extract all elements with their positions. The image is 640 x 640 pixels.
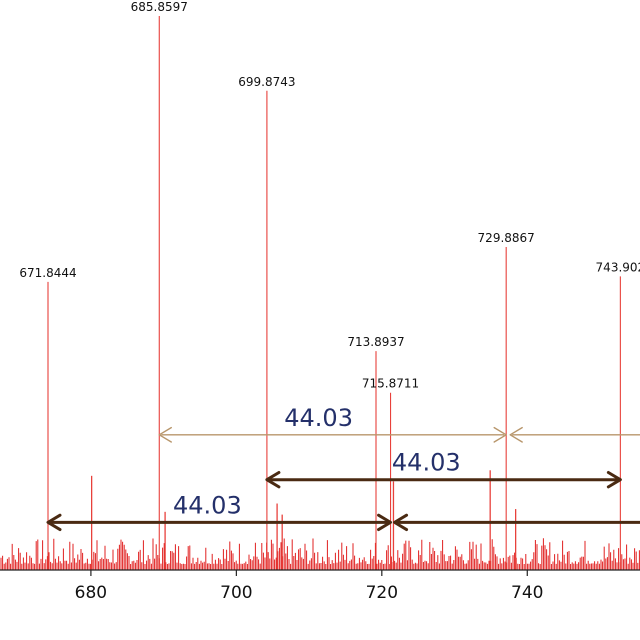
noise-baseline	[0, 538, 640, 570]
peak-label: 715.8711	[362, 377, 419, 391]
peak-label: 713.8937	[347, 335, 404, 349]
minor-peaks	[90, 470, 517, 570]
peak-label: 699.8743	[238, 75, 295, 89]
arrowhead	[265, 470, 281, 489]
arrowhead	[46, 513, 62, 532]
peak-label: 743.902	[596, 260, 640, 274]
interval-label: 44.03	[284, 404, 353, 432]
arrowhead	[377, 513, 393, 532]
interval-label: 44.03	[173, 491, 242, 519]
arrowhead	[493, 426, 507, 443]
x-tick-label: 700	[220, 583, 252, 603]
x-tick-label: 720	[366, 583, 398, 603]
peak-label: 729.8867	[478, 231, 535, 245]
x-axis: 680 700 720 740	[0, 569, 640, 603]
arrowhead	[606, 470, 622, 489]
peak-label: 685.8597	[131, 0, 188, 14]
arrowhead	[393, 513, 409, 532]
x-tick-label: 740	[511, 583, 543, 603]
mass-interval-arrows: 44.03 44.03 44.03	[46, 404, 640, 532]
x-tick-label: 680	[75, 583, 107, 603]
interval-label: 44.03	[392, 449, 461, 477]
arrowhead	[158, 426, 172, 443]
noise-trace	[0, 538, 640, 570]
arrowhead	[509, 426, 523, 443]
labeled-peaks: 671.8444 685.8597 699.8743 713.8937 715.8711…	[19, 0, 640, 570]
peak-label: 671.8444	[19, 266, 76, 280]
